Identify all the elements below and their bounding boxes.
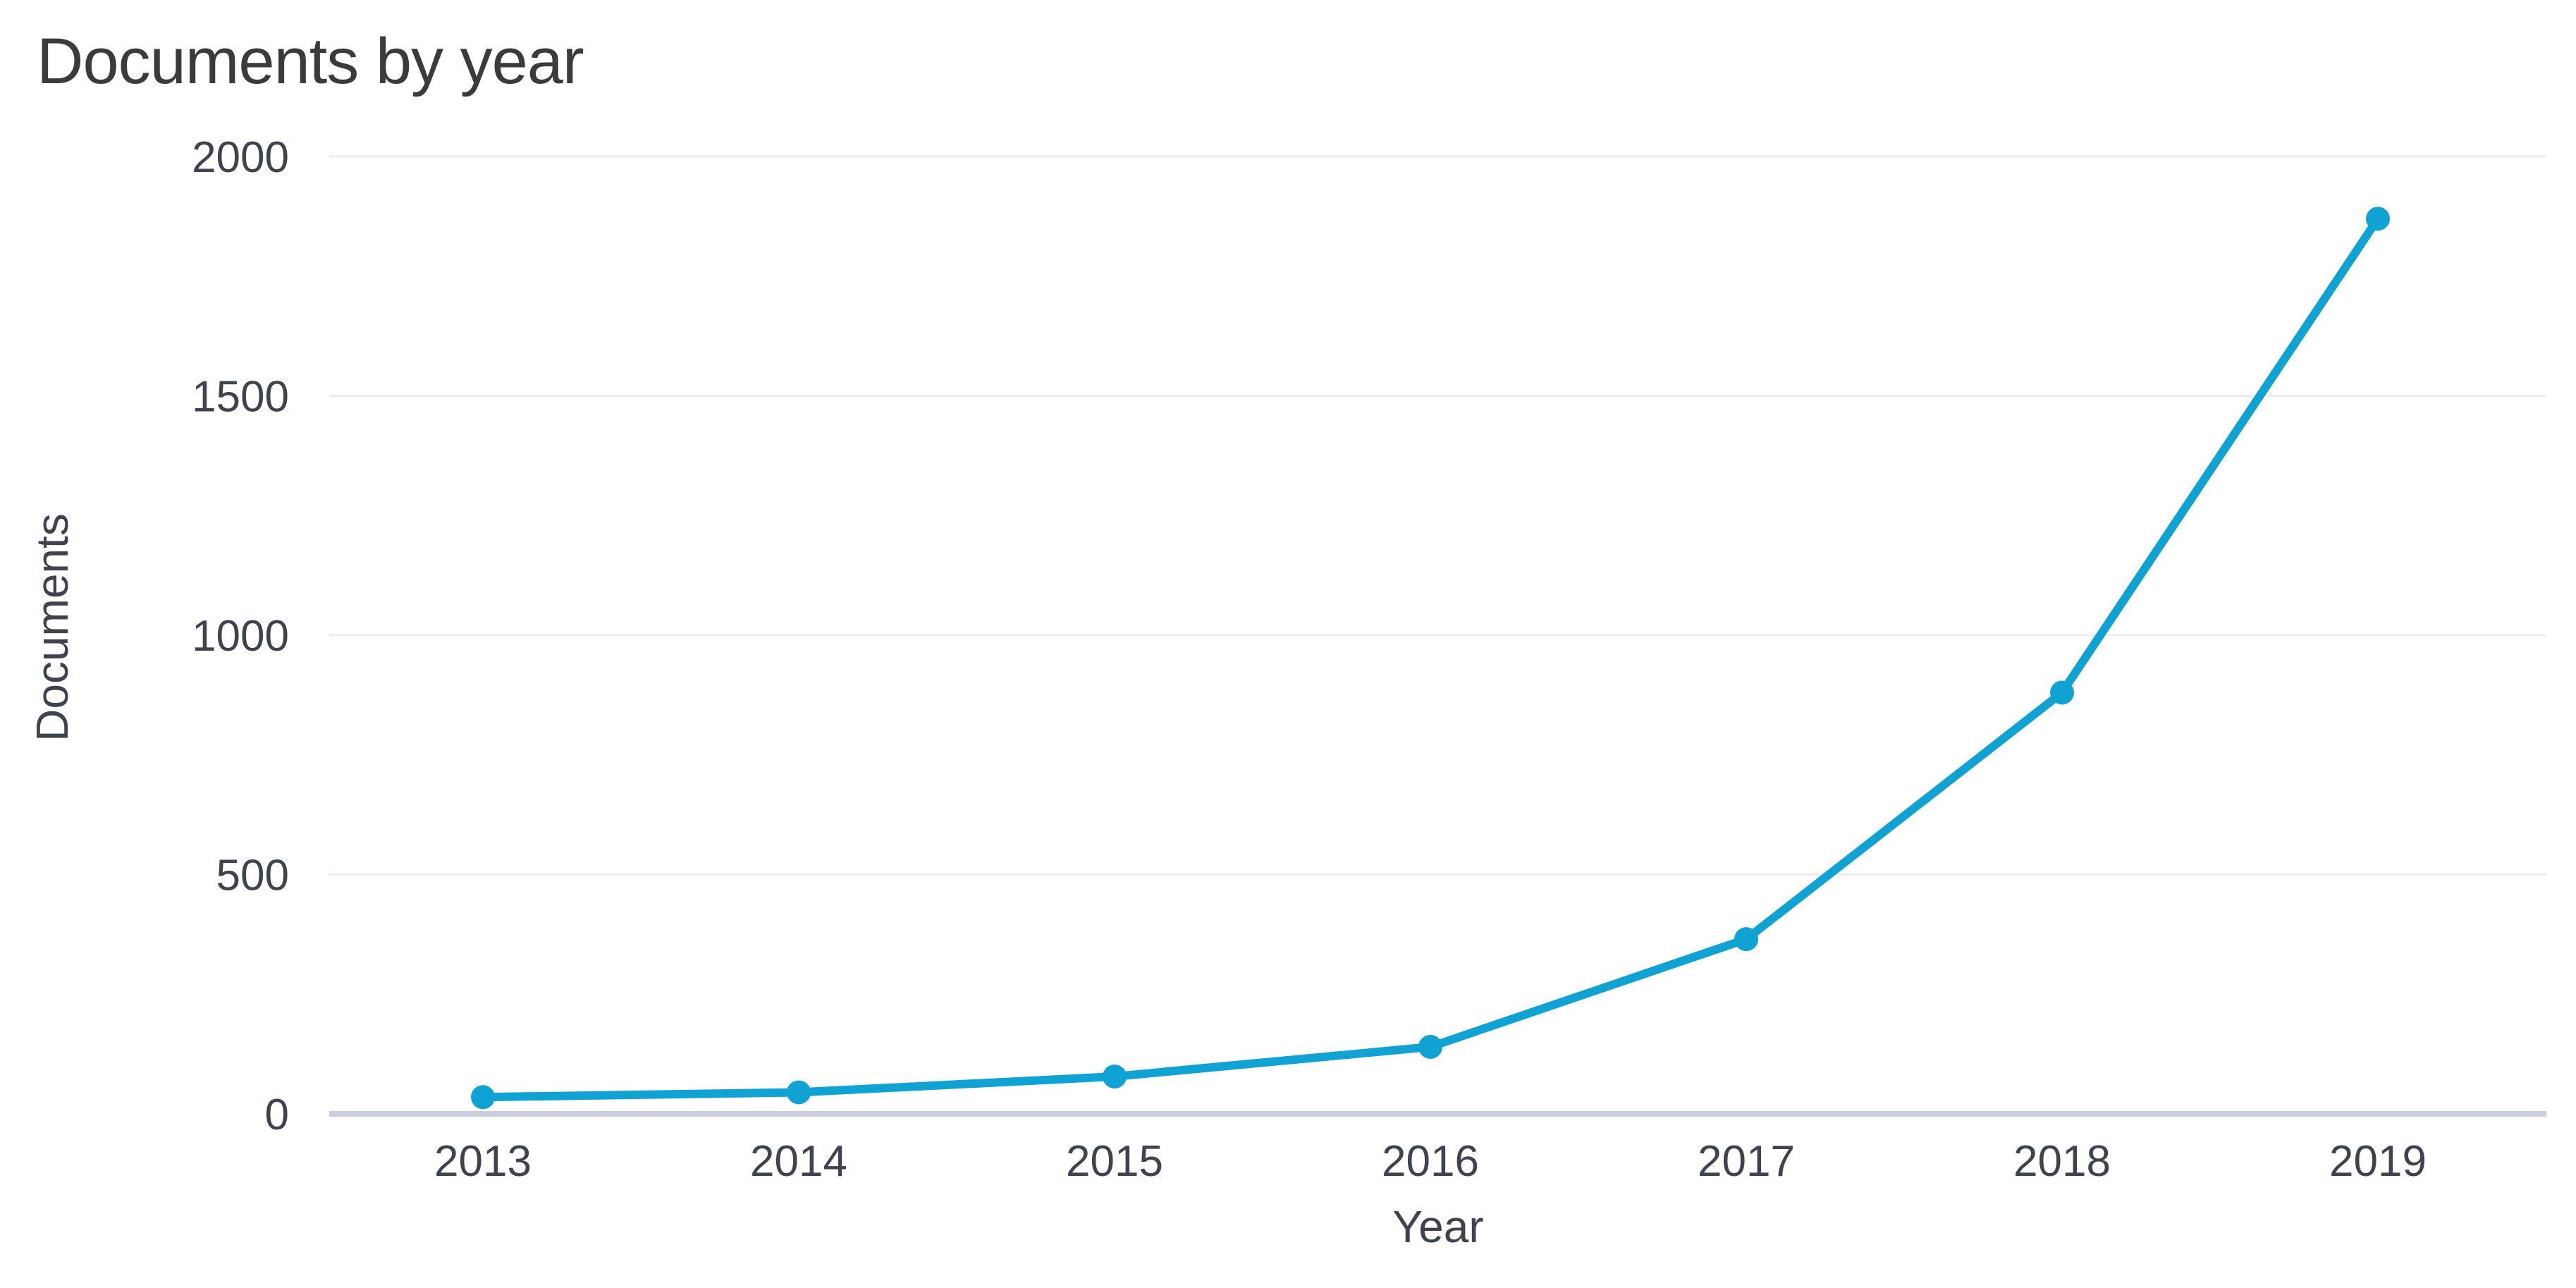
- y-tick-label-0: 0: [265, 1091, 289, 1139]
- chart-title: Documents by year: [37, 25, 584, 97]
- data-line-documents: [479, 214, 2382, 1102]
- x-tick-labels: 2013 2014 2015 2016 2017 2018 2019: [434, 1137, 2427, 1186]
- y-tick-label-2000: 2000: [192, 133, 289, 182]
- y-tick-label-1000: 1000: [192, 612, 289, 661]
- x-tick-label-2018: 2018: [2013, 1137, 2111, 1186]
- data-point-2017[interactable]: [1734, 927, 1758, 952]
- gridlines-layer: [329, 155, 2546, 1117]
- series-layer: [471, 207, 2390, 1110]
- x-tick-label-2015: 2015: [1066, 1137, 1163, 1186]
- x-axis-title: Year: [1392, 1201, 1483, 1252]
- data-point-2013[interactable]: [471, 1085, 495, 1110]
- x-tick-label-2013: 2013: [434, 1137, 532, 1186]
- x-tick-label-2019: 2019: [2329, 1137, 2427, 1186]
- data-point-2015[interactable]: [1103, 1065, 1127, 1089]
- data-point-2016[interactable]: [1418, 1034, 1442, 1059]
- x-tick-label-2017: 2017: [1698, 1137, 1795, 1186]
- data-point-2014[interactable]: [787, 1080, 811, 1105]
- y-tick-label-500: 500: [216, 852, 289, 900]
- x-tick-label-2016: 2016: [1382, 1137, 1479, 1186]
- data-point-2019[interactable]: [2366, 207, 2390, 231]
- y-tick-label-1500: 1500: [192, 373, 289, 422]
- x-tick-label-2014: 2014: [750, 1137, 847, 1186]
- data-point-2018[interactable]: [2050, 680, 2074, 705]
- y-tick-labels: 0 500 1000 1500 2000: [192, 133, 289, 1139]
- y-axis-title: Documents: [27, 513, 78, 742]
